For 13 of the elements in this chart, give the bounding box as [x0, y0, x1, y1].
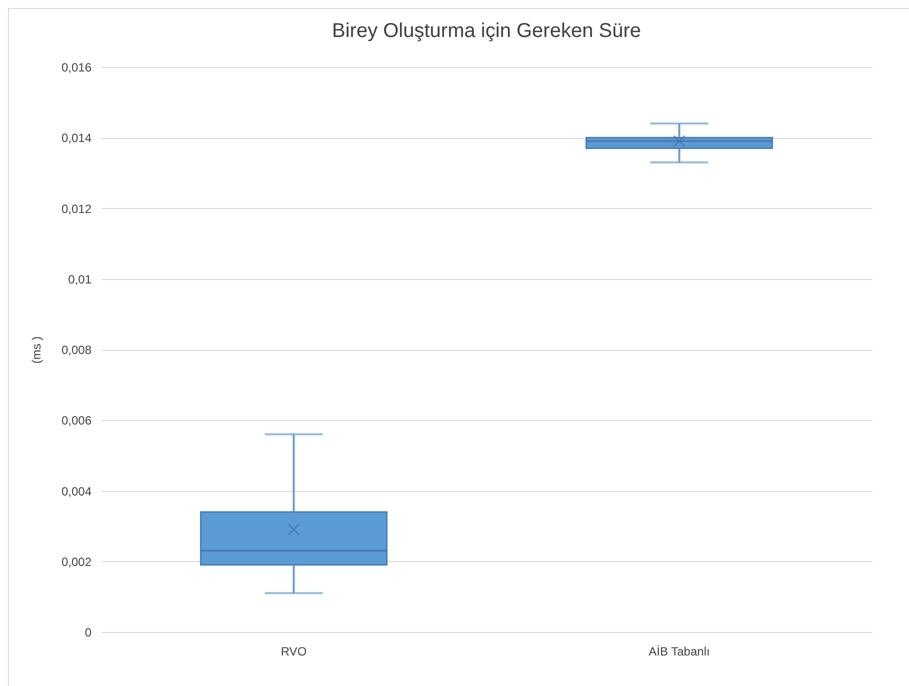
y-tick-label: 0,014 — [61, 131, 92, 146]
y-tick-label: 0,002 — [61, 554, 92, 569]
y-tick-label: 0,016 — [61, 60, 92, 74]
y-axis-title: (ms ) — [29, 336, 44, 364]
y-tick-label: 0,012 — [61, 202, 92, 216]
y-tick-label: 0,01 — [68, 272, 92, 286]
y-tick-label: 0 — [84, 626, 92, 640]
x-tick-label: RVO — [280, 644, 307, 658]
x-tick-label: AİB Tabanlı — [648, 644, 710, 658]
y-tick-label: 0,006 — [61, 414, 92, 428]
y-tick-label: 0,008 — [61, 343, 92, 357]
chart-title: Birey Oluşturma için Gereken Süre — [332, 20, 642, 42]
y-tick-label: 0,004 — [61, 484, 92, 498]
